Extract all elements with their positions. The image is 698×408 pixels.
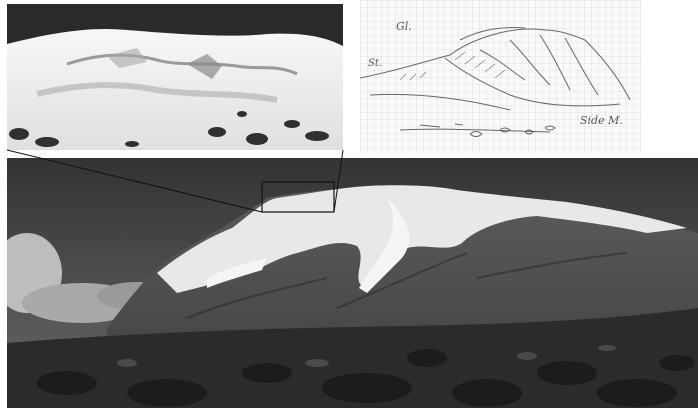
detail-region-box [261, 181, 335, 213]
connector-line-right [333, 149, 344, 213]
field-sketch-graph-paper: Gl. St. Side M. [360, 0, 641, 153]
main-mountain-photo [7, 158, 698, 408]
sketch-label-top: Gl. [396, 20, 412, 33]
sketch-label-left: St. [368, 58, 382, 69]
sketch-label-right: Side M. [580, 114, 623, 127]
inset-glacier-closeup-photo [7, 4, 343, 150]
connector-line-left [6, 149, 263, 213]
